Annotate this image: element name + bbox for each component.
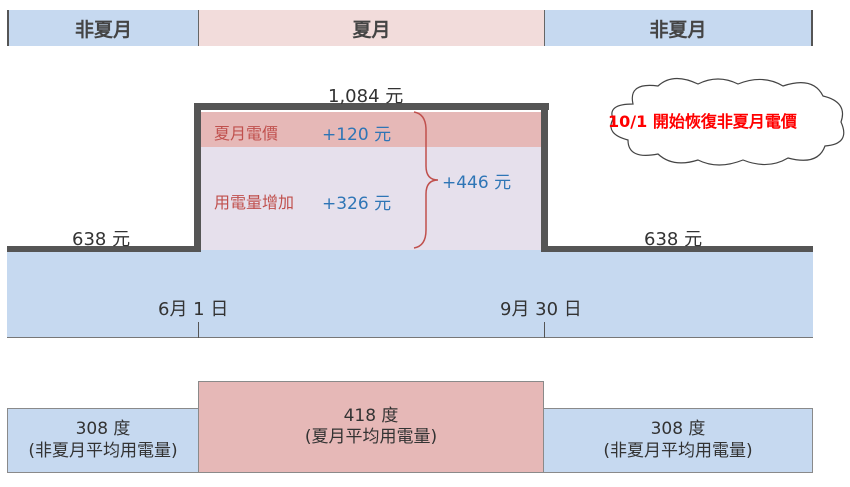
usage-non-summer-right: 308 度 (非夏月平均用電量) [543,408,813,473]
usage-increase-value: +326 元 [322,194,392,214]
bill-line-left [7,246,201,252]
usage-left-value: 308 度 [75,419,131,440]
bill-line-right [541,246,813,252]
date-start: 6月 1 日 [158,299,229,320]
date-end: 9月 30 日 [500,299,582,320]
bill-line-rise [194,103,201,252]
total-increase: +446 元 [442,173,512,193]
period-summer: 夏月 [198,10,544,46]
usage-summer: 418 度 (夏月平均用電量) [198,381,544,473]
tick-end [544,322,545,338]
bill-line-top [194,103,549,110]
timeline-area [7,250,813,338]
period-non-summer-right: 非夏月 [544,10,813,46]
cloud-note-text: 10/1 開始恢復非夏月電價 [608,112,797,131]
bill-non-summer-right: 638 元 [644,229,703,250]
brace-icon [413,111,439,249]
tick-start [198,322,199,338]
bill-non-summer-left: 638 元 [72,229,131,250]
usage-right-value: 308 度 [650,419,706,440]
bill-line-fall [541,103,548,252]
usage-middle-value: 418 度 [343,405,399,426]
summer-rate-value: +120 元 [322,125,392,145]
bill-summer-total: 1,084 元 [328,86,404,107]
usage-increase-label: 用電量增加 [214,193,295,212]
usage-right-label: (非夏月平均用電量) [603,440,753,461]
cloud-icon [610,77,845,166]
summer-rate-label: 夏月電價 [214,124,279,143]
usage-non-summer-left: 308 度 (非夏月平均用電量) [7,408,199,473]
usage-left-label: (非夏月平均用電量) [28,440,178,461]
period-non-summer-left: 非夏月 [7,10,198,46]
summer-rate-band [200,112,542,147]
usage-increase-band [200,147,542,250]
usage-middle-label: (夏月平均用電量) [304,427,438,447]
